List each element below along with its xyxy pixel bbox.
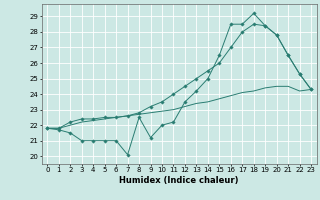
X-axis label: Humidex (Indice chaleur): Humidex (Indice chaleur) — [119, 176, 239, 185]
